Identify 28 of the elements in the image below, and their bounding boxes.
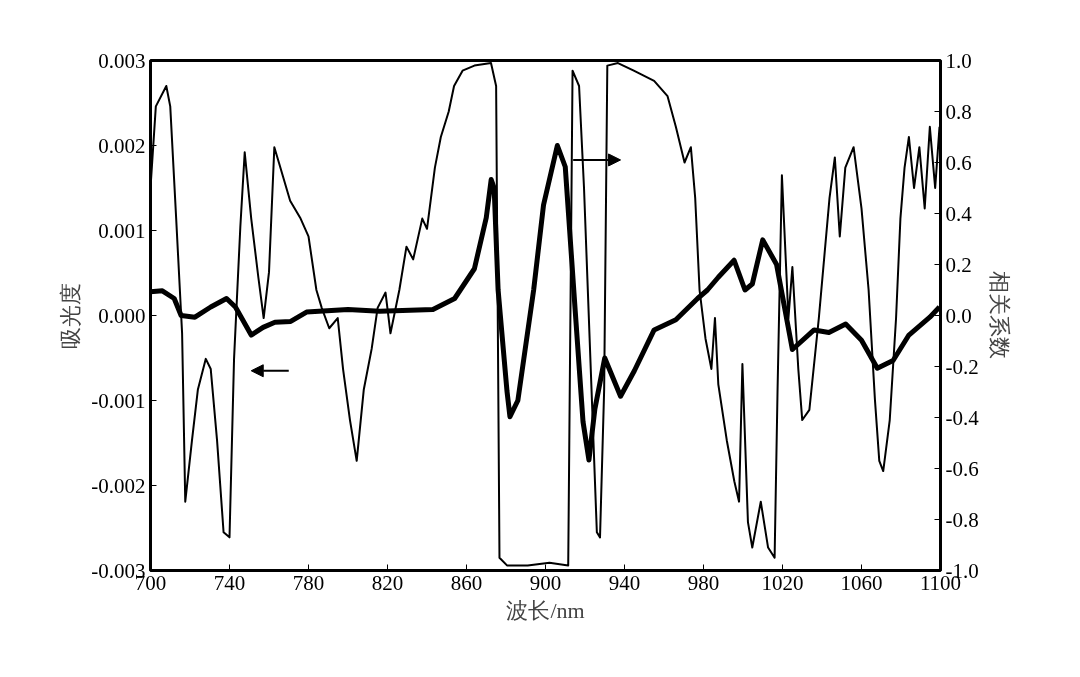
y2-tick-label: 1.0 (945, 48, 972, 73)
y-tick-label: 0.000 (98, 303, 146, 328)
x-tick-label: 740 (213, 570, 246, 595)
x-tick-label: 900 (529, 570, 562, 595)
x-tick-label: 1020 (761, 570, 804, 595)
x-tick-label: 820 (371, 570, 404, 595)
x-axis-title: 波长/nm (506, 597, 585, 623)
y2-tick-label: -0.2 (945, 354, 979, 379)
x-tick-label: 980 (687, 570, 720, 595)
y2-tick-label: 0.4 (945, 201, 973, 226)
y2-axis-title: 相关系数 (986, 271, 1012, 360)
x-tick-label: 860 (450, 570, 483, 595)
y-tick-label: 0.001 (98, 218, 146, 243)
y-tick-label: 0.002 (98, 133, 146, 158)
y2-tick-label: 0.8 (945, 99, 972, 124)
y2-tick-label: 0.0 (945, 303, 972, 328)
y2-tick-label: -0.6 (945, 456, 979, 481)
y2-tick-label: 0.6 (945, 150, 972, 175)
y-axis-title: 吸光度 (58, 282, 84, 349)
y2-tick-label: 0.2 (945, 252, 972, 277)
x-tick-label: 1060 (840, 570, 883, 595)
y-tick-label: -0.002 (91, 473, 146, 498)
x-tick-label: 780 (292, 570, 325, 595)
y2-tick-label: -0.8 (945, 507, 979, 532)
y2-tick-label: -0.4 (945, 405, 980, 430)
x-tick-label: 940 (608, 570, 641, 595)
y-tick-label: 0.003 (98, 48, 146, 73)
y-tick-label: -0.001 (91, 388, 146, 413)
